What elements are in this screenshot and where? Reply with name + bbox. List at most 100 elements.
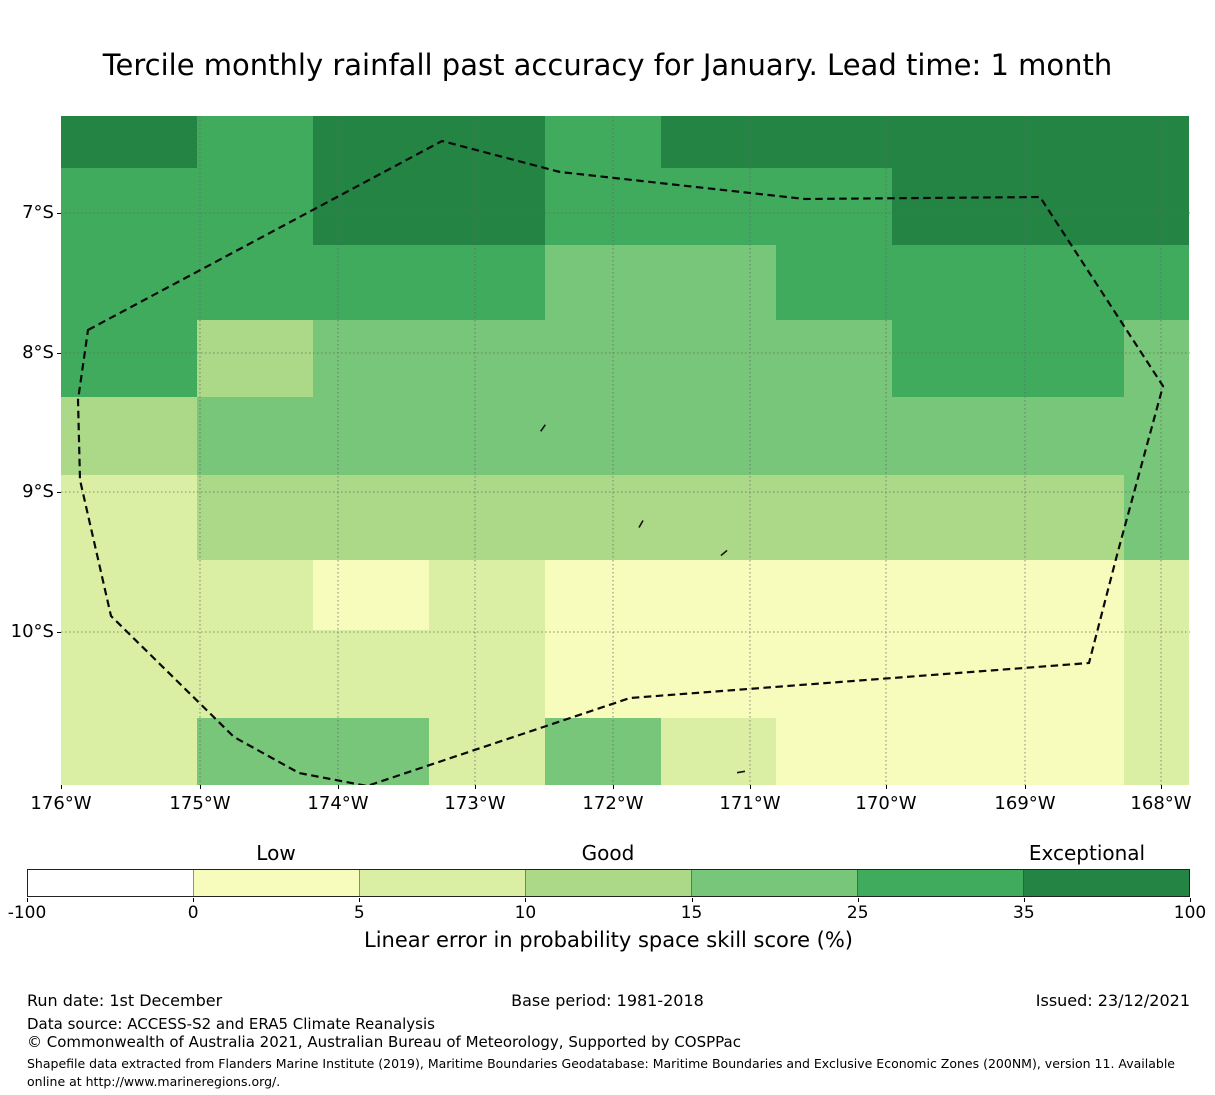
heatmap-row (61, 718, 1190, 785)
heatmap-cell (197, 320, 313, 397)
heatmap-cell (892, 718, 1008, 785)
shapefile-credit-text: Shapefile data extracted from Flanders M… (27, 1056, 1175, 1090)
heatmap-cell (1124, 560, 1189, 630)
island-mark (540, 424, 546, 432)
x-tick-label: 168°W (1130, 793, 1192, 814)
legend-category-label: Exceptional (1028, 841, 1146, 865)
heatmap-cell (545, 116, 661, 168)
heatmap-cell (661, 475, 776, 560)
heatmap-cell (429, 168, 545, 245)
heatmap-cell (61, 630, 197, 718)
colorbar-tick-label: 0 (187, 903, 199, 923)
colorbar-tick-mark (525, 898, 527, 902)
y-tick-mark (57, 352, 61, 354)
heatmap-cell (61, 475, 197, 560)
heatmap-cell (892, 320, 1008, 397)
island-mark (720, 549, 728, 557)
colorbar-tick-label: 35 (1013, 903, 1035, 923)
colorbar-caption: Linear error in probability space skill … (364, 928, 853, 952)
colorbar-tick-mark (1190, 898, 1191, 902)
colorbar-tick-mark (1023, 898, 1025, 902)
heatmap-cell (545, 245, 661, 320)
heatmap-cell (661, 116, 776, 168)
heatmap-cell (313, 320, 429, 397)
heatmap-cell (1008, 320, 1124, 397)
heatmap-cell (661, 718, 776, 785)
legend-category-label: Low (256, 841, 296, 865)
colorbar-tick-label: 10 (514, 903, 537, 923)
x-tick-mark (885, 785, 887, 789)
heatmap-cell (661, 397, 776, 475)
x-tick-mark (612, 785, 614, 789)
y-tick-label: 7°S (22, 202, 54, 223)
heatmap-cell (1008, 475, 1124, 560)
heatmap-cell (545, 718, 661, 785)
colorbar-tick-label: 25 (846, 903, 869, 923)
legend-category-label: Good (581, 841, 635, 865)
y-tick-mark (57, 212, 61, 214)
colorbar-segment (691, 870, 857, 896)
heatmap-cell (776, 475, 892, 560)
colorbar-segment (28, 870, 193, 896)
heatmap-cell (197, 560, 313, 630)
heatmap-cell (313, 560, 429, 630)
x-tick-mark (749, 785, 751, 789)
y-tick-label: 9°S (22, 481, 54, 502)
heatmap-cell (197, 475, 313, 560)
colorbar-segment (1023, 870, 1189, 896)
heatmap-cell (776, 630, 892, 718)
heatmap-cell (776, 168, 892, 245)
colorbar-tick-mark (857, 898, 859, 902)
heatmap-cell (1124, 116, 1189, 168)
heatmap-cell (61, 560, 197, 630)
y-tick-mark (57, 631, 61, 633)
heatmap-cell (61, 116, 197, 168)
heatmap-cell (197, 718, 313, 785)
x-tick-mark (474, 785, 476, 789)
heatmap-cell (429, 560, 545, 630)
heatmap-cell (1008, 168, 1124, 245)
base-period-text: Base period: 1981-2018 (511, 991, 704, 1010)
colorbar-segment (525, 870, 691, 896)
heatmap-cell (61, 245, 197, 320)
heatmap-cell (776, 116, 892, 168)
heatmap-cell (429, 116, 545, 168)
heatmap-row (61, 168, 1190, 245)
heatmap-cell (1008, 116, 1124, 168)
colorbar-segment (359, 870, 525, 896)
heatmap-cells (61, 116, 1190, 785)
heatmap-cell (545, 320, 661, 397)
heatmap-cell (197, 245, 313, 320)
x-tick-mark (337, 785, 339, 789)
x-tick-label: 175°W (169, 793, 231, 814)
colorbar-tick-label: 5 (353, 903, 365, 923)
colorbar-segment (193, 870, 359, 896)
x-tick-label: 176°W (30, 793, 92, 814)
heatmap-cell (776, 718, 892, 785)
heatmap-cell (61, 718, 197, 785)
map-panel (61, 116, 1190, 785)
heatmap-cell (776, 320, 892, 397)
heatmap-cell (1124, 245, 1189, 320)
heatmap-cell (1008, 245, 1124, 320)
heatmap-cell (197, 397, 313, 475)
heatmap-cell (661, 245, 776, 320)
heatmap-cell (197, 630, 313, 718)
heatmap-cell (429, 718, 545, 785)
x-tick-label: 173°W (444, 793, 506, 814)
heatmap-cell (313, 168, 429, 245)
heatmap-cell (1008, 397, 1124, 475)
island-mark (638, 520, 644, 528)
x-tick-label: 172°W (582, 793, 644, 814)
heatmap-row (61, 560, 1190, 630)
heatmap-cell (545, 630, 661, 718)
y-tick-mark (57, 491, 61, 493)
heatmap-cell (313, 475, 429, 560)
issued-date-text: Issued: 23/12/2021 (1035, 991, 1190, 1010)
heatmap-cell (776, 245, 892, 320)
x-tick-mark (199, 785, 201, 789)
heatmap-cell (313, 397, 429, 475)
heatmap-row (61, 116, 1190, 168)
heatmap-cell (545, 560, 661, 630)
heatmap-cell (661, 320, 776, 397)
